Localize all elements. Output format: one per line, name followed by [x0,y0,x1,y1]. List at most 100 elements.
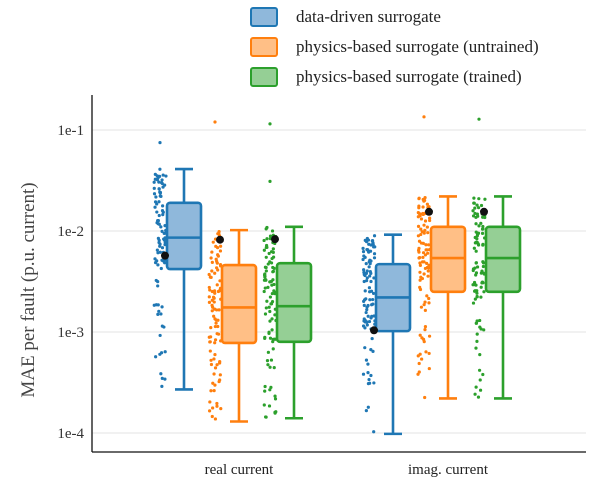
data-point [213,383,217,387]
data-point [214,257,218,261]
data-point [155,248,159,252]
legend-item-physics-trained: physics-based surrogate (trained) [250,62,539,92]
data-point [479,285,483,289]
data-point [211,381,215,385]
data-point [265,299,269,303]
data-point [160,384,164,389]
data-point [217,379,221,384]
data-point [418,270,422,274]
legend-item-physics-untrained: physics-based surrogate (untrained) [250,32,539,62]
data-point [482,290,486,294]
data-point [422,303,426,307]
data-point [210,309,214,313]
data-point [473,297,477,301]
data-point [271,347,275,351]
data-point [423,228,427,232]
data-point [481,215,485,219]
data-point [368,298,372,302]
data-point [425,294,429,298]
data-point [361,324,366,328]
data-point [272,289,276,293]
data-point [218,361,222,365]
y-tick-label: 1e-1 [57,123,84,139]
data-point [266,285,270,289]
data-point [263,336,267,340]
data-point [270,291,274,296]
data-point [418,263,422,268]
data-point [425,248,429,252]
data-point [264,306,268,310]
data-point [370,336,374,341]
data-point [263,415,268,419]
data-point [482,328,486,332]
data-point [209,256,213,260]
data-point [262,289,266,294]
data-point [480,231,485,236]
data-point [219,407,223,411]
data-point [471,214,476,218]
data-point [273,394,277,398]
data-point [479,203,484,208]
data-point [213,338,218,342]
data-point [272,366,276,370]
outlier-point [268,122,272,126]
data-point [426,243,431,247]
data-point [418,352,422,356]
legend: data-driven surrogate physics-based surr… [250,2,539,92]
legend-swatch-blue [250,7,278,27]
data-point [210,260,214,264]
data-point [477,368,482,372]
data-point [420,357,424,361]
data-point [427,351,431,356]
data-point [366,249,370,253]
legend-item-data-driven: data-driven surrogate [250,2,539,32]
data-point [481,224,485,229]
data-point [365,269,369,273]
mean-marker [161,251,169,260]
data-point [481,242,485,246]
data-point [479,221,483,225]
data-point [272,282,276,287]
data-point [268,295,272,299]
data-point [426,231,430,235]
data-point [420,336,424,340]
data-point [155,210,159,214]
data-point [214,321,218,325]
data-point [160,229,164,233]
data-point [369,289,374,293]
mean-marker [271,235,279,244]
data-point [427,296,431,301]
data-point [208,288,212,292]
data-point [363,318,367,323]
data-point [428,216,432,220]
data-point [372,256,377,260]
outlier-point [268,179,272,183]
data-point [267,305,271,309]
data-point [271,340,275,344]
data-point [213,271,217,275]
data-point [216,253,220,257]
data-point [152,186,156,190]
box [165,201,203,271]
data-point [421,212,425,217]
data-point [426,251,430,255]
data-point [480,280,485,284]
y-tick-label: 1e-4 [57,426,84,442]
data-point [364,240,369,244]
data-point [477,197,481,201]
data-point [264,255,268,259]
data-point [161,173,165,177]
outlier-point [477,117,481,121]
legend-swatch-orange [250,37,278,57]
x-tick-label: imag. current [408,462,489,478]
data-point [266,363,270,367]
data-point [157,200,161,204]
data-point [153,205,157,209]
data-point [157,180,161,184]
data-point [156,312,160,316]
data-point [212,372,216,376]
data-point [481,227,485,231]
data-point [218,263,223,267]
data-point [474,385,478,389]
data-point [365,276,369,280]
